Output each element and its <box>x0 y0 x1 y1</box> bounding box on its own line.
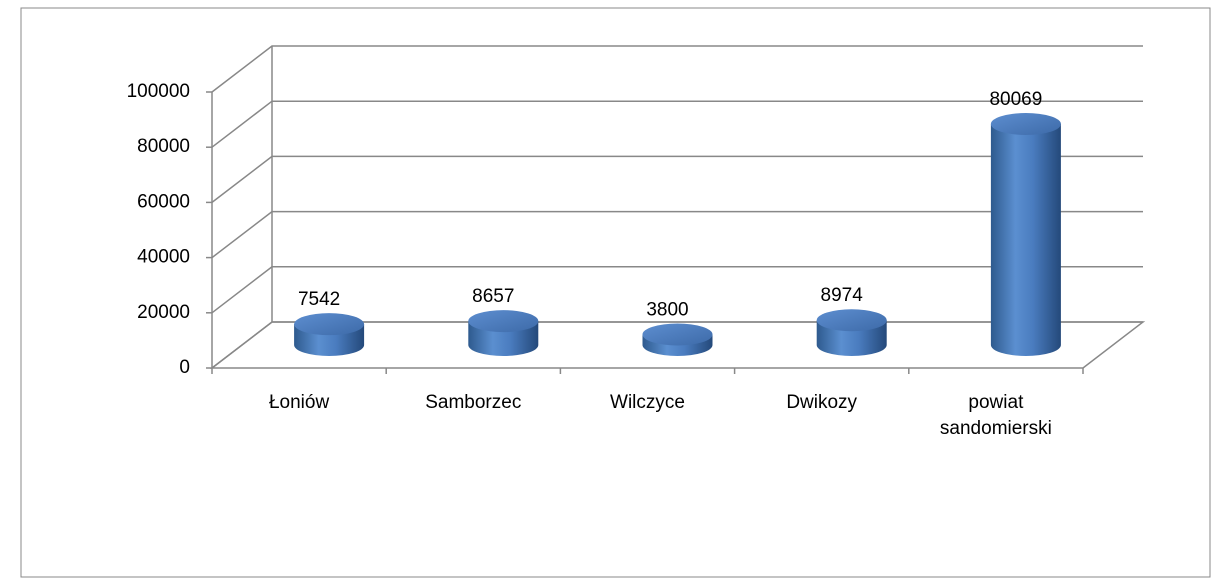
grid-line <box>211 100 1143 148</box>
bar-top <box>294 313 365 336</box>
x-tick-label: Dwikozy <box>786 392 858 413</box>
bar-top <box>816 309 887 332</box>
y-tick-label: 80000 <box>137 136 190 157</box>
y-tick-label: 100000 <box>127 81 190 102</box>
y-tick-label: 20000 <box>137 302 190 323</box>
bar <box>990 124 1061 357</box>
grid-line <box>211 155 1143 203</box>
bar-top <box>990 113 1061 136</box>
bar-top <box>642 323 713 346</box>
value-label: 80069 <box>989 89 1042 110</box>
x-tick-label: Samborzec <box>425 392 522 413</box>
value-label: 7542 <box>298 289 340 310</box>
value-label: 3800 <box>646 300 688 321</box>
x-tick-label: Łoniów <box>268 392 330 413</box>
y-tick-label: 60000 <box>137 191 190 212</box>
value-label: 8657 <box>472 286 514 307</box>
x-tick-label: powiat sandomierski <box>939 392 1052 439</box>
value-label: 8974 <box>821 285 864 306</box>
x-tick-label: Wilczyce <box>610 392 685 413</box>
bar-top <box>468 310 539 333</box>
y-tick-label: 40000 <box>137 247 190 268</box>
y-tick-label: 0 <box>179 357 190 378</box>
grid-line <box>211 210 1143 259</box>
grid-line <box>211 266 1143 314</box>
grid-line <box>211 45 1143 93</box>
